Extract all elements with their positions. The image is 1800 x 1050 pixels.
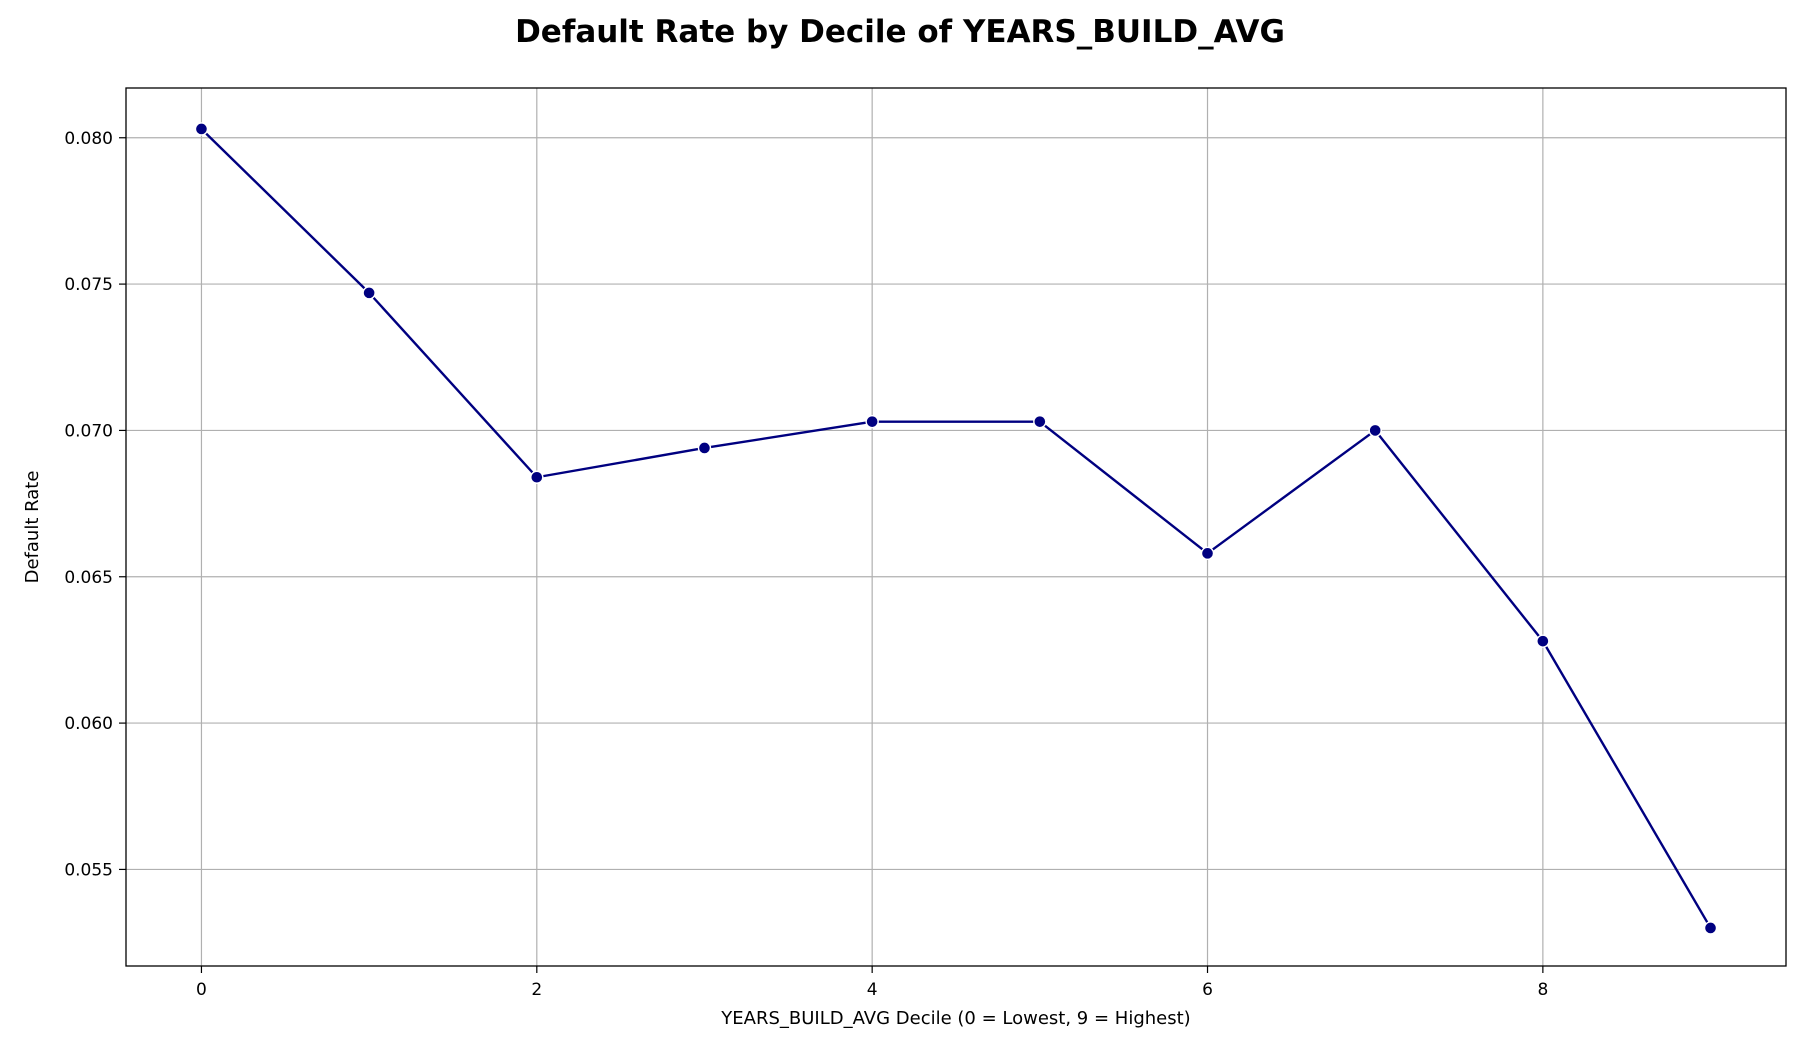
data-point bbox=[362, 286, 376, 300]
data-point bbox=[1536, 634, 1550, 648]
data-point bbox=[1703, 921, 1718, 935]
series-line bbox=[200, 128, 1712, 929]
series-layer bbox=[194, 122, 1718, 935]
x-axis-label: YEARS_BUILD_AVG Decile (0 = Lowest, 9 = … bbox=[720, 1008, 1190, 1029]
data-point bbox=[1033, 414, 1047, 429]
x-tick-label: 8 bbox=[1537, 980, 1548, 1000]
plot-frame bbox=[125, 87, 1787, 967]
y-tick-label: 0.070 bbox=[64, 421, 113, 441]
data-point bbox=[865, 414, 879, 429]
x-tick-label: 2 bbox=[531, 980, 542, 1000]
grid bbox=[126, 88, 1786, 966]
data-point bbox=[1368, 423, 1382, 438]
y-tick-label: 0.065 bbox=[64, 568, 113, 588]
x-tick-label: 0 bbox=[196, 980, 207, 1000]
data-point bbox=[1200, 546, 1215, 561]
x-tick-label: 4 bbox=[867, 980, 878, 1000]
x-tick-label: 6 bbox=[1202, 980, 1213, 1000]
y-axis-label: Default Rate bbox=[22, 471, 43, 584]
data-point bbox=[530, 470, 544, 484]
y-tick-label: 0.080 bbox=[64, 129, 113, 149]
tick-layer: 0 2 4 6 8 0.055 0.060 0.065 0.070 0.075 0.080 bbox=[64, 129, 1548, 1000]
y-tick-label: 0.060 bbox=[64, 714, 113, 734]
y-tick-label: 0.075 bbox=[64, 275, 113, 295]
chart-title: Default Rate by Decile of YEARS_BUILD_AV… bbox=[515, 14, 1285, 50]
data-point bbox=[194, 122, 209, 136]
data-point bbox=[697, 441, 712, 455]
y-tick-label: 0.055 bbox=[64, 860, 113, 880]
